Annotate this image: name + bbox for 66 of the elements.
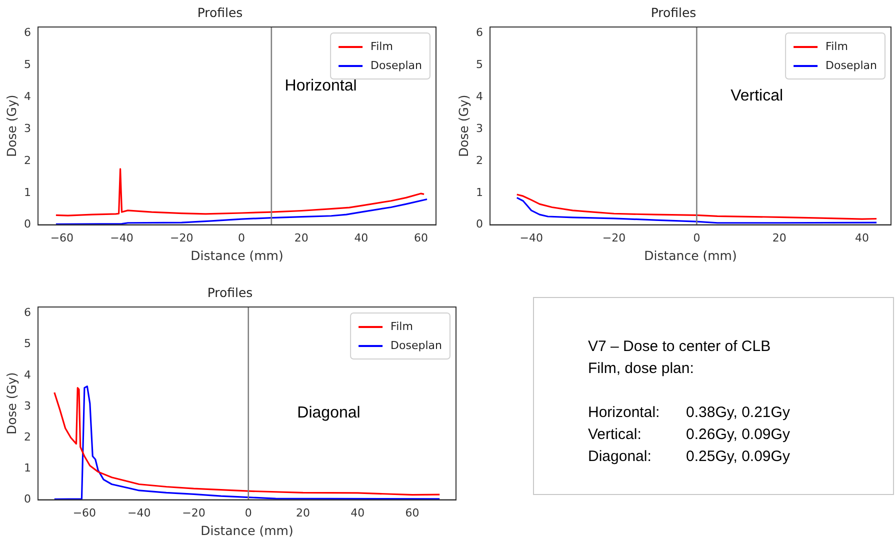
y-tick-label: 4	[24, 368, 31, 382]
text: Diagonal:	[588, 447, 652, 467]
y-tick-label: 0	[476, 218, 483, 231]
y-axis-title: Dose (Gy)	[4, 94, 19, 158]
y-tick-label: 6	[24, 26, 31, 40]
legend-label: Doseplan	[390, 338, 442, 352]
y-tick-label: 6	[476, 26, 483, 40]
y-tick-label: 4	[476, 90, 483, 104]
x-axis-title: Distance (mm)	[190, 248, 284, 263]
y-tick-label: 5	[24, 337, 31, 350]
x-tick-label: −60	[50, 231, 74, 244]
y-tick-label: 5	[24, 58, 31, 72]
y-tick-label: 3	[476, 122, 483, 135]
x-tick-label: 0	[693, 231, 700, 244]
y-tick-label: 0	[24, 492, 31, 506]
chart-title: Profiles	[207, 284, 253, 300]
chart-title: Profiles	[650, 4, 696, 20]
y-axis-title: Dose (Gy)	[456, 94, 471, 158]
legend-label: Doseplan	[370, 58, 422, 72]
x-tick-label: 60	[405, 506, 420, 520]
chart-title: Profiles	[197, 4, 243, 20]
y-tick-label: 2	[476, 154, 483, 167]
annotation: Diagonal	[297, 404, 360, 422]
x-tick-label: −60	[72, 506, 96, 520]
y-tick-label: 0	[24, 218, 31, 231]
x-tick-label: −40	[110, 231, 134, 244]
x-tick-label: −20	[182, 506, 206, 520]
x-tick-label: 40	[350, 506, 365, 520]
x-tick-label: 0	[238, 231, 245, 244]
legend-label: Film	[370, 40, 393, 53]
y-tick-label: 3	[24, 399, 31, 412]
text: 0.38Gy, 0.21Gy	[686, 403, 791, 423]
x-tick-label: −40	[127, 506, 151, 520]
y-tick-label: 5	[476, 58, 483, 72]
legend-label: Film	[390, 320, 413, 333]
y-tick-label: 1	[24, 462, 31, 475]
text: 0.26Gy, 0.09Gy	[686, 425, 791, 445]
x-tick-label: −20	[170, 231, 194, 244]
y-tick-label: 4	[24, 90, 31, 104]
x-axis-title: Distance (mm)	[200, 522, 294, 538]
annotation: Vertical	[730, 88, 784, 105]
text: Horizontal:	[588, 403, 661, 423]
y-tick-label: 1	[476, 186, 483, 199]
x-tick-label: 0	[244, 506, 252, 520]
y-tick-label: 1	[24, 186, 31, 199]
x-tick-label: 20	[294, 231, 308, 244]
y-axis-title: Dose (Gy)	[4, 372, 19, 435]
x-tick-label: 60	[414, 231, 428, 244]
x-tick-label: 20	[772, 231, 786, 244]
y-tick-label: 3	[24, 122, 31, 135]
y-tick-label: 2	[24, 154, 31, 167]
text: V7 – Dose to center of CLB	[588, 337, 772, 357]
x-tick-label: 40	[354, 231, 368, 244]
text: Film, dose plan:	[588, 359, 695, 379]
y-tick-label: 2	[24, 430, 31, 444]
x-tick-label: 20	[296, 506, 310, 520]
text: 0.25Gy, 0.09Gy	[686, 447, 791, 467]
y-tick-label: 6	[24, 306, 31, 320]
x-tick-label: −20	[602, 231, 626, 244]
text: Vertical:	[588, 425, 642, 445]
x-axis-title: Distance (mm)	[644, 248, 737, 263]
legend-label: Doseplan	[826, 58, 878, 72]
annotation: Horizontal	[284, 78, 357, 95]
x-tick-label: 40	[855, 231, 870, 244]
x-tick-label: −40	[520, 231, 543, 244]
legend-label: Film	[826, 40, 848, 53]
